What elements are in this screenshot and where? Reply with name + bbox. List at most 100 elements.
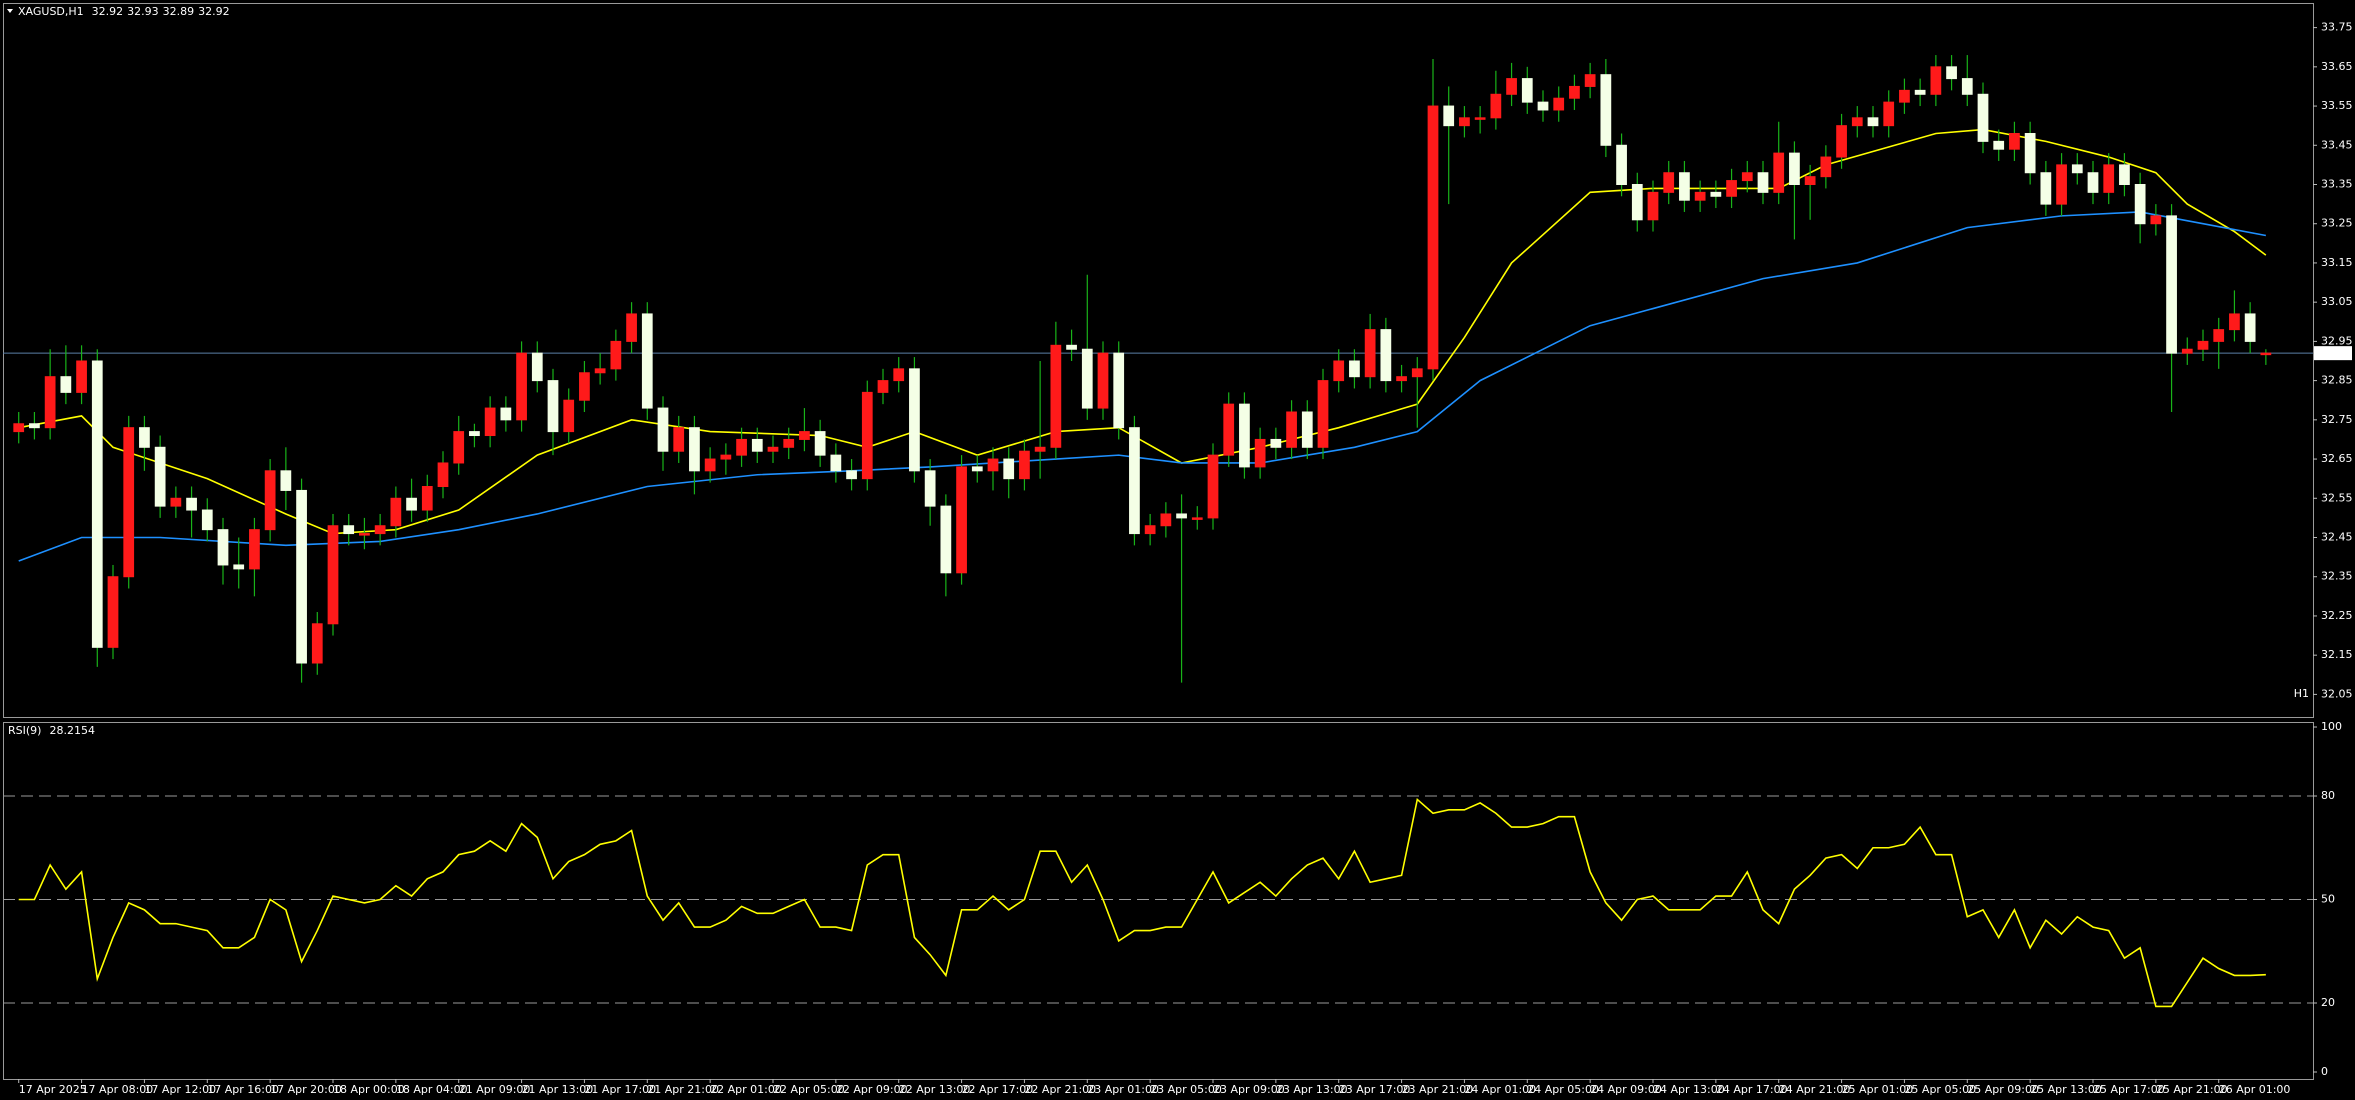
x-tick-label: 22 Apr 09:00 — [836, 1083, 908, 1096]
y-tick-label: 32.25 — [2321, 609, 2353, 622]
candle-body — [1600, 74, 1612, 146]
candle-body — [2181, 348, 2193, 354]
x-tick-label: 23 Apr 01:00 — [1087, 1083, 1159, 1096]
y-tick-label: 33.25 — [2321, 217, 2353, 230]
title-part: 32.89 — [163, 5, 195, 18]
y-tick-label: 50 — [2321, 893, 2335, 906]
candle-body — [1584, 74, 1596, 87]
candle-body — [1349, 360, 1360, 378]
y-tick-label: 33.75 — [2321, 21, 2353, 34]
candle-body — [1050, 344, 1062, 448]
candle-body — [1851, 117, 1863, 127]
candle-body — [1757, 172, 1769, 193]
x-tick-label: 24 Apr 01:00 — [1464, 1083, 1536, 1096]
candle-body — [861, 391, 873, 480]
candle-body — [123, 427, 135, 578]
candle-body — [1506, 78, 1517, 95]
candle-body — [1631, 184, 1643, 221]
candle-body — [1710, 191, 1722, 197]
candle-body — [1679, 172, 1690, 201]
candle-body — [1239, 403, 1250, 468]
candle-body — [170, 497, 182, 507]
y-tick-label: 33.35 — [2321, 178, 2353, 191]
x-tick-label: 22 Apr 13:00 — [899, 1083, 971, 1096]
x-tick-label: 18 Apr 00:00 — [333, 1083, 405, 1096]
candle-body — [44, 376, 56, 429]
candle-body — [139, 427, 150, 448]
x-tick-label: 23 Apr 17:00 — [1339, 1083, 1411, 1096]
y-tick-label: 32.45 — [2321, 531, 2353, 544]
menu-arrow[interactable] — [7, 9, 13, 13]
y-tick-label: 32.65 — [2321, 452, 2353, 465]
candle-body — [1333, 360, 1345, 382]
candle-body — [1396, 376, 1407, 382]
candle-body — [13, 423, 25, 433]
candle-body — [2166, 215, 2177, 354]
candle-body — [516, 352, 527, 421]
candle-body — [1663, 172, 1675, 193]
candle-body — [1380, 329, 1392, 382]
candle-body — [2087, 172, 2099, 193]
x-tick-label: 23 Apr 13:00 — [1276, 1083, 1348, 1096]
main-panel — [3, 3, 2314, 718]
candle-body — [1301, 411, 1313, 448]
candle-body — [1207, 454, 1219, 519]
x-tick-label: 24 Apr 17:00 — [1716, 1083, 1788, 1096]
candle-body — [469, 431, 480, 437]
candle-body — [1883, 101, 1895, 127]
x-tick-label: 22 Apr 01:00 — [710, 1083, 782, 1096]
candle-body — [736, 438, 747, 456]
title-part: XAGUSD,H1 — [18, 5, 84, 18]
x-tick-label: 25 Apr 17:00 — [2093, 1083, 2165, 1096]
candle-body — [1521, 78, 1533, 103]
candle-body — [1946, 66, 1957, 80]
y-tick-label: 32.85 — [2321, 374, 2353, 387]
x-tick-label: 21 Apr 09:00 — [459, 1083, 531, 1096]
candle-body — [1144, 525, 1156, 535]
candle-body — [846, 470, 857, 480]
y-tick-label: 32.55 — [2321, 491, 2353, 504]
y-tick-label: 33.55 — [2321, 99, 2353, 112]
candle-body — [2150, 215, 2162, 225]
candle-body — [233, 564, 245, 570]
candle-body — [987, 458, 999, 472]
candle-body — [484, 407, 496, 437]
x-tick-label: 25 Apr 05:00 — [1904, 1083, 1976, 1096]
candle-body — [830, 454, 842, 472]
candle-body — [1867, 117, 1879, 127]
candle-body — [1616, 144, 1627, 185]
candle-body — [971, 466, 983, 472]
candle-body — [1899, 89, 1910, 103]
y-tick-label: 100 — [2321, 720, 2342, 733]
candle-body — [249, 529, 260, 570]
candle-body — [924, 470, 936, 507]
candle-body — [437, 462, 449, 488]
x-tick-label: 25 Apr 09:00 — [1967, 1083, 2039, 1096]
x-tick-label: 17 Apr 12:00 — [144, 1083, 216, 1096]
candle-body — [1553, 97, 1565, 111]
candle-body — [107, 576, 119, 648]
x-tick-label: 23 Apr 09:00 — [1213, 1083, 1285, 1096]
rsi-line — [18, 797, 2266, 1008]
candle-body — [1066, 344, 1077, 350]
candle-body — [1019, 450, 1030, 480]
candle-body — [311, 623, 323, 664]
candle-body — [374, 525, 386, 535]
candle-body — [1741, 172, 1753, 182]
timeframe-label: H1 — [2294, 687, 2309, 700]
candle-body — [186, 497, 197, 511]
candle-body — [29, 423, 40, 429]
candle-body — [2134, 184, 2146, 225]
title-part: 32.92 — [198, 5, 230, 18]
candle-body — [201, 509, 213, 531]
price-tag-box — [2314, 346, 2352, 361]
price-tag: 32.92 — [2318, 346, 2350, 359]
candle-body — [2213, 329, 2225, 342]
candle-body — [783, 438, 795, 448]
candle-body — [1490, 93, 1502, 119]
candle-body — [2040, 172, 2052, 205]
candle-body — [751, 438, 763, 452]
candle-body — [390, 497, 402, 527]
moving-average — [18, 211, 2267, 562]
